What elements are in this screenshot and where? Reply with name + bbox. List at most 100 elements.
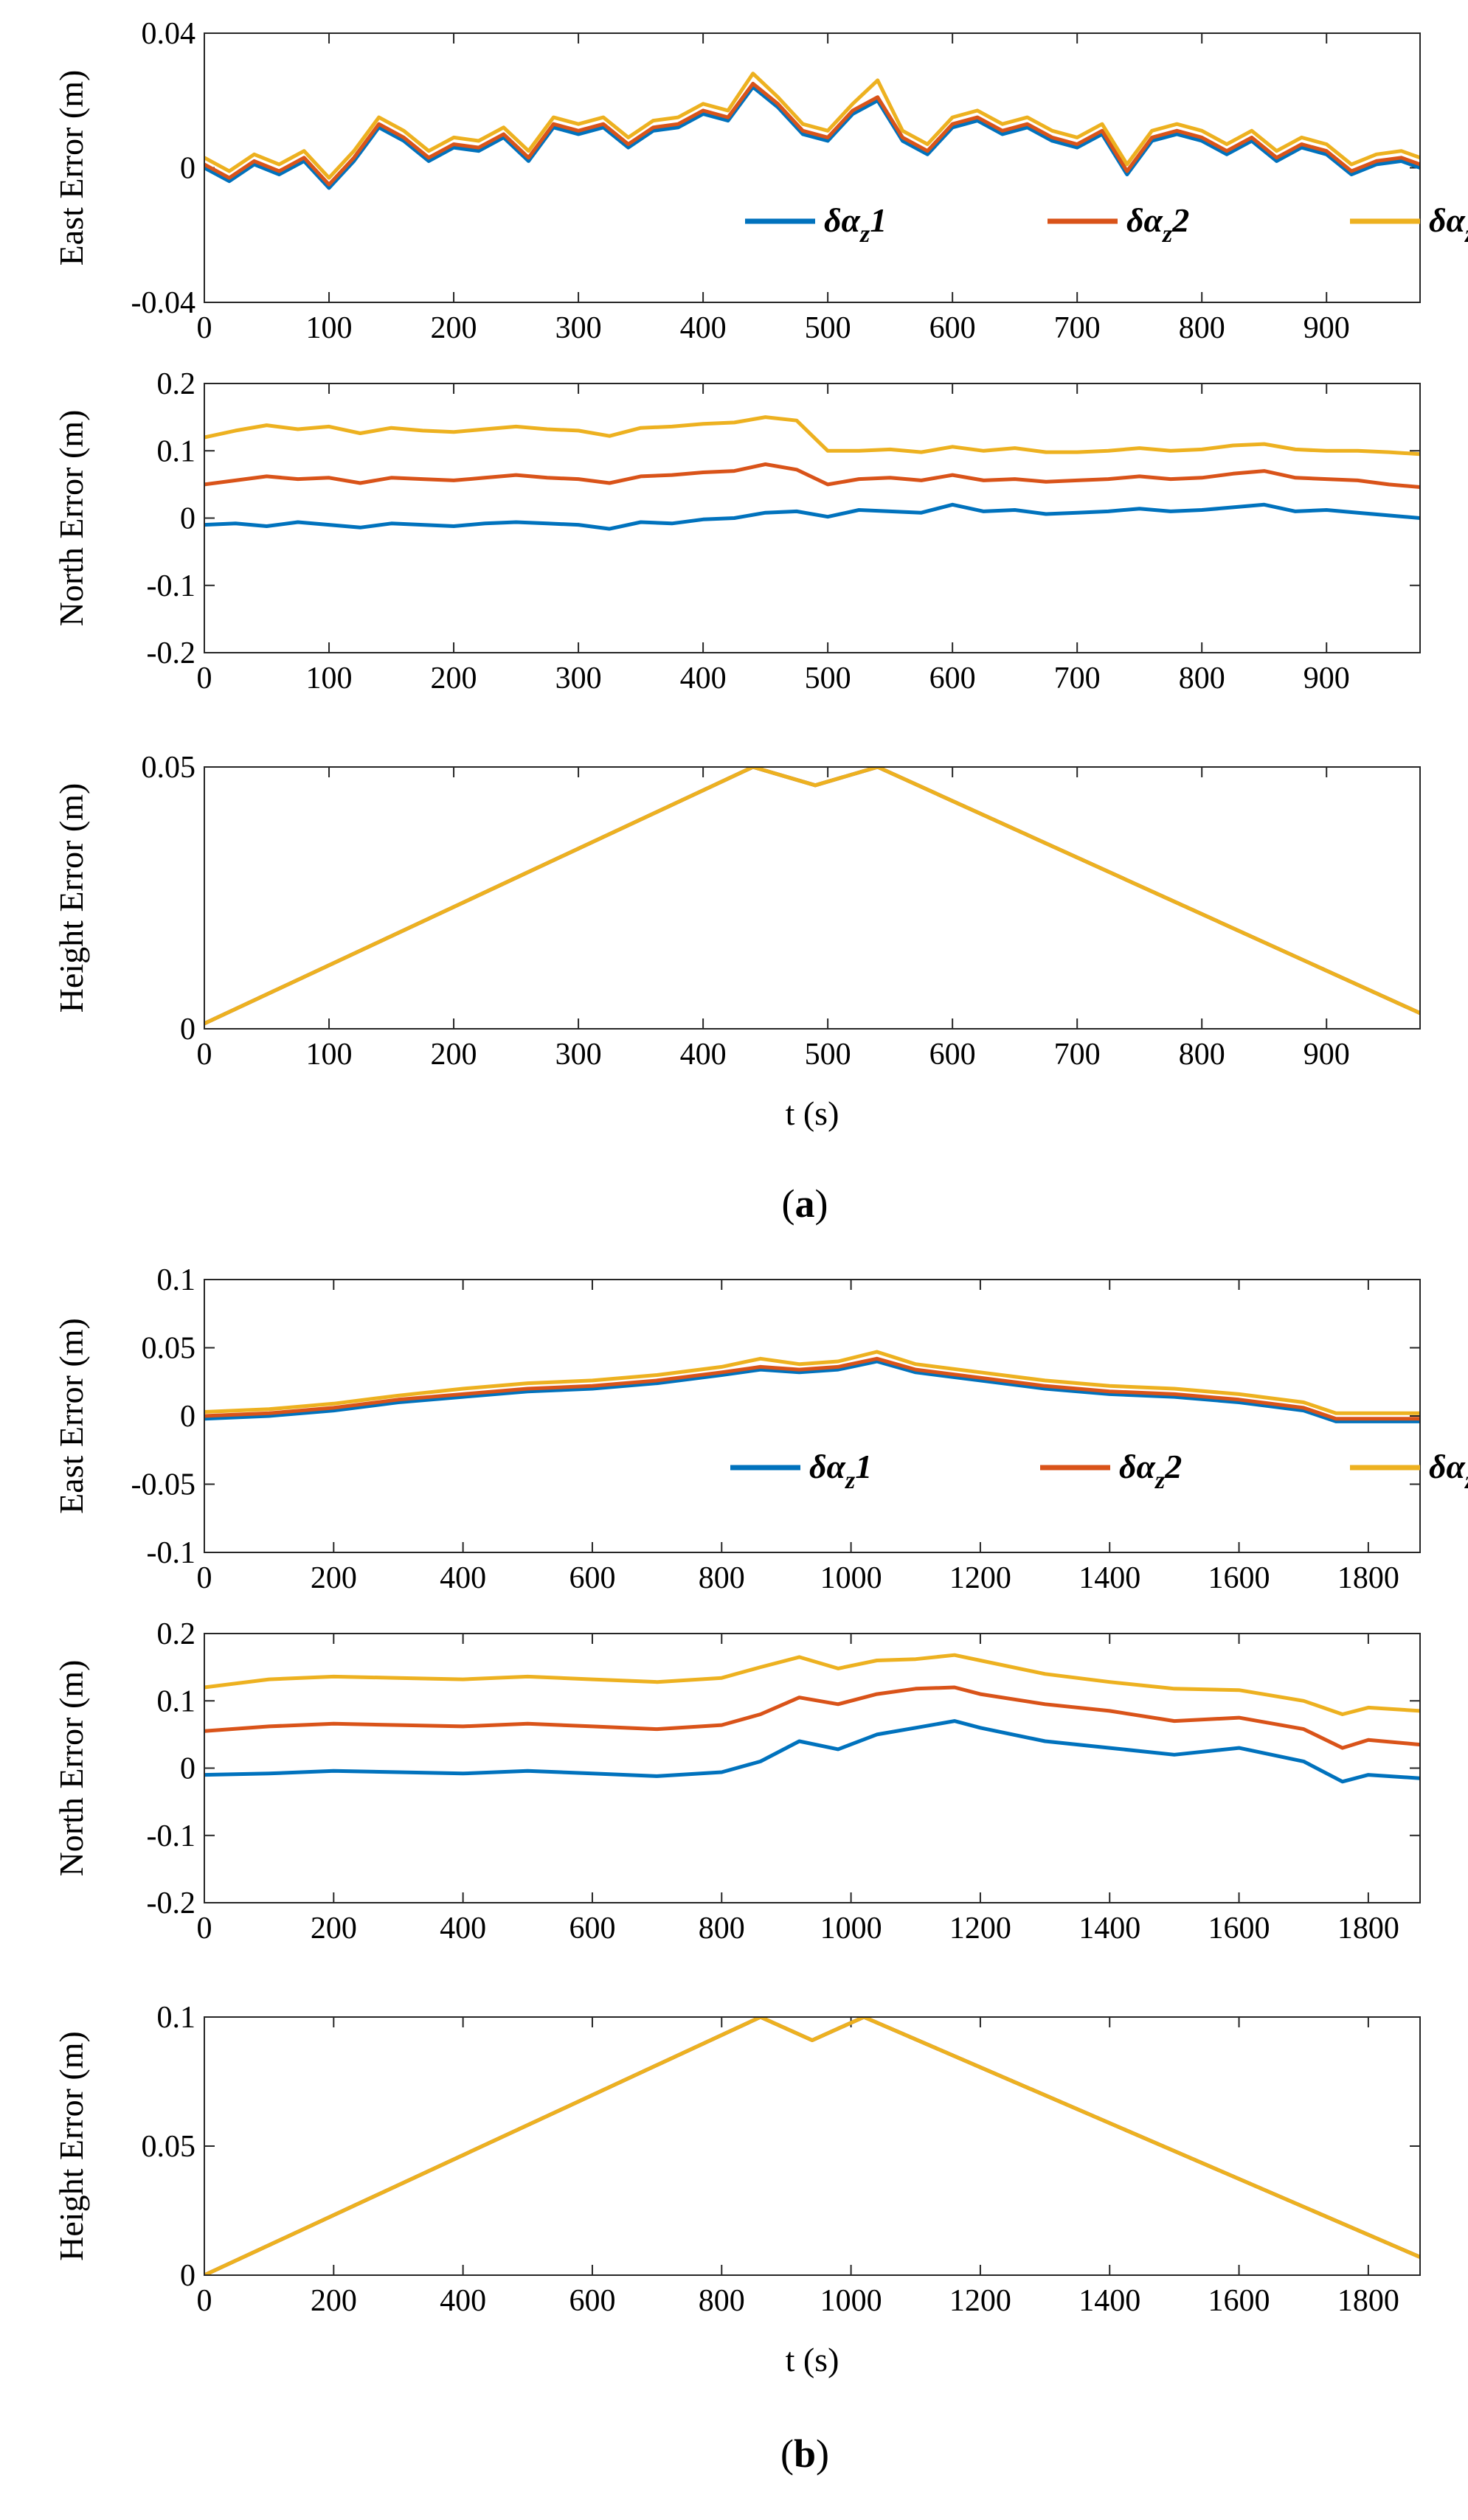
y-axis-title: East Error (m) [52,1318,90,1514]
series-line-2 [204,462,1420,489]
x-axis-title: t (s) [786,1094,839,1132]
x-tick-label: 900 [1303,662,1350,695]
x-tick-label: 200 [311,1912,357,1945]
x-tick-label: 1400 [1079,1561,1140,1595]
x-tick-label: 800 [1179,662,1225,695]
y-tick-label: -0.1 [147,1819,196,1853]
y-tick-label: 0 [180,1752,195,1786]
x-tick-label: 400 [440,1561,486,1595]
y-tick-label: 0 [180,152,195,186]
x-tick-label: 900 [1303,311,1350,345]
caption-letter: a [795,1181,815,1226]
x-tick-label: 800 [699,1912,745,1945]
y-axis-title: Height Error (m) [52,2031,90,2261]
y-tick-label: 0.05 [142,2130,196,2164]
y-axis-title: North Error (m) [52,410,90,627]
y-tick-label: -0.1 [147,569,196,603]
x-tick-label: 200 [311,2284,357,2318]
x-tick-label: 400 [680,662,727,695]
series-line-1 [204,85,1420,190]
x-tick-label: 1200 [949,2284,1011,2318]
x-tick-label: 900 [1303,1038,1350,1072]
legend-label-1: δαz1 [824,201,887,248]
legend-label-2: δαz2 [1126,201,1189,248]
x-tick-label: 800 [699,1561,745,1595]
legend-label-1: δαz1 [809,1448,872,1494]
legend-label-base: δα [809,1448,847,1485]
x-tick-label: 1800 [1337,1561,1399,1595]
legend-label-suffix: 2 [1171,201,1189,239]
x-tick-label: 400 [680,1038,727,1072]
x-tick-label: 300 [555,1038,602,1072]
y-tick-label: -0.2 [147,636,196,670]
x-tick-label: 1400 [1079,2284,1140,2318]
x-tick-label: 0 [197,311,212,345]
y-tick-label: -0.2 [147,1886,196,1920]
y-tick-label: 0.2 [157,367,196,401]
x-tick-label: 0 [197,2284,212,2318]
plot-area [204,383,1420,653]
series-line-3 [204,415,1420,457]
x-tick-label: 800 [699,2284,745,2318]
x-tick-label: 800 [1179,311,1225,345]
x-tick-label: 400 [440,1912,486,1945]
y-tick-label: 0.1 [157,2001,196,2035]
legend-label-base: δα [1429,1448,1467,1485]
x-tick-label: 1000 [820,2284,882,2318]
y-axis-title: North Error (m) [52,1660,90,1877]
panel-caption: (a) [782,1181,828,1226]
x-tick-label: 500 [805,1038,851,1072]
panel-caption: (b) [780,2432,829,2476]
x-tick-label: 600 [569,1561,615,1595]
legend-label-3: δαz3 [1429,1448,1468,1494]
x-tick-label: 200 [431,311,477,345]
series-line-3 [204,767,1420,1026]
legend-label-suffix: 2 [1164,1448,1182,1485]
x-tick-label: 100 [306,311,353,345]
x-tick-label: 1600 [1208,1912,1270,1945]
legend-label-subscript: z [1162,221,1173,248]
x-tick-label: 0 [197,1561,212,1595]
series-line-1 [204,1359,1420,1423]
legend-label-subscript: z [1464,221,1468,248]
y-tick-label: 0.2 [157,1617,196,1651]
legend-label-base: δα [1119,1448,1157,1485]
y-axis-title: East Error (m) [52,70,90,266]
legend-label-suffix: 1 [855,1448,872,1485]
x-tick-label: 1200 [949,1912,1011,1945]
legend-label-subscript: z [1154,1467,1166,1494]
x-tick-label: 1400 [1079,1912,1140,1945]
x-tick-label: 600 [929,1038,976,1072]
x-tick-label: 400 [440,2284,486,2318]
y-tick-label: -0.04 [131,286,196,320]
legend-label-2: δαz2 [1119,1448,1182,1494]
series-line-2 [204,1685,1420,1750]
x-tick-label: 1600 [1208,2284,1270,2318]
axis-frame [204,1633,1421,1903]
axis-frame [204,1279,1421,1553]
y-axis-title: Height Error (m) [52,783,90,1013]
plot-area [204,1280,1420,1552]
x-tick-label: 600 [569,1912,615,1945]
series-line-1 [204,502,1420,531]
x-tick-label: 0 [197,1912,212,1945]
legend-label-base: δα [1126,201,1164,239]
axis-frame [204,383,1421,653]
axis-frame [204,2016,1421,2276]
y-tick-label: 0.1 [157,434,196,468]
y-tick-label: 0.05 [142,751,196,785]
series-line-1 [204,1719,1420,1784]
x-axis-title: t (s) [786,2341,839,2378]
y-tick-label: 0.1 [157,1684,196,1718]
legend-label-base: δα [824,201,862,239]
x-tick-label: 500 [805,311,851,345]
x-tick-label: 1800 [1337,1912,1399,1945]
y-tick-label: 0.04 [142,17,196,51]
y-tick-label: 0.05 [142,1332,196,1366]
x-tick-label: 1000 [820,1912,882,1945]
legend-label-subscript: z [1464,1467,1468,1494]
axis-frame [204,766,1421,1030]
x-tick-label: 500 [805,662,851,695]
x-tick-label: 100 [306,1038,353,1072]
